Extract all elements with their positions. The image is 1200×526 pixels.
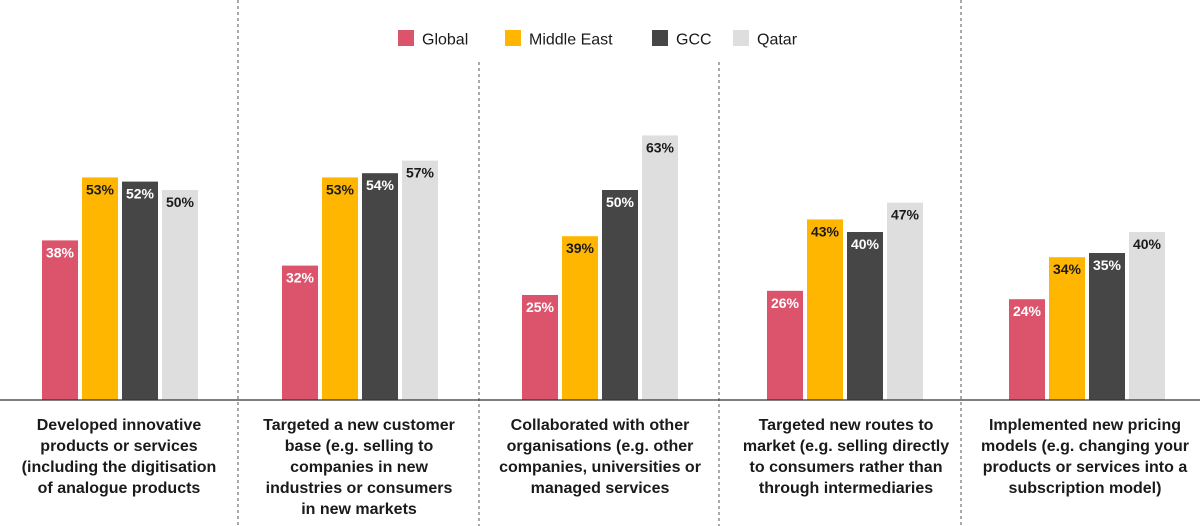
category-label: Implemented new pricing models (e.g. chan… <box>981 417 1189 497</box>
bar-value-label: 40% <box>851 236 880 252</box>
bar <box>402 160 438 400</box>
bar <box>602 190 638 400</box>
category-label-line: of analogue products <box>38 480 201 497</box>
legend: Global Middle East GCC Qatar <box>398 30 798 49</box>
category-label-line: models (e.g. changing your <box>981 438 1189 455</box>
category-label-line: base (e.g. selling to <box>285 438 434 455</box>
bar <box>767 290 803 400</box>
legend-swatch <box>505 30 521 46</box>
bar-value-label: 40% <box>1133 236 1162 252</box>
category-labels: Developed innovative products or services… <box>22 417 1189 518</box>
bar-value-label: 52% <box>126 186 155 202</box>
category-label-line: through intermediaries <box>759 480 933 497</box>
category-label-line: organisations (e.g. other <box>507 438 694 455</box>
bar-value-label: 53% <box>326 181 355 197</box>
category-label-line: market (e.g. selling directly <box>743 438 949 455</box>
bar <box>42 240 78 400</box>
category-label: Developed innovative products or services… <box>22 417 217 497</box>
legend-swatch <box>398 30 414 46</box>
bar <box>122 181 158 400</box>
bar <box>362 173 398 400</box>
group-separators <box>237 0 962 526</box>
bar <box>807 219 843 400</box>
category-label: Collaborated with other organisations (e.… <box>499 417 701 497</box>
bar <box>562 236 598 400</box>
bar-value-label: 50% <box>166 194 195 210</box>
bar <box>282 265 318 400</box>
bar <box>887 202 923 400</box>
bar <box>642 135 678 400</box>
category-label-line: Implemented new pricing <box>989 417 1181 434</box>
bar <box>1089 253 1125 400</box>
bars <box>42 135 1165 400</box>
bar-value-label: 32% <box>286 270 315 286</box>
category-label-line: companies in new <box>290 459 428 476</box>
legend-label: Global <box>422 32 468 49</box>
bar-labels: 38% 53% 52% 50% 32% 53% 54% 57% 25% 39% 50% 63% 26% 4… <box>46 139 1162 319</box>
category-label-line: (including the digitisation <box>22 459 217 476</box>
bar-value-label: 53% <box>86 181 115 197</box>
bar-value-label: 39% <box>566 240 595 256</box>
category-label-line: Targeted a new customer <box>263 417 455 434</box>
category-label-line: Developed innovative <box>37 417 202 434</box>
bar-value-label: 24% <box>1013 303 1042 319</box>
category-label-line: to consumers rather than <box>750 459 943 476</box>
legend-label: Qatar <box>757 32 798 49</box>
bar <box>162 190 198 400</box>
bar <box>1009 299 1045 400</box>
bar <box>522 295 558 400</box>
bar-value-label: 38% <box>46 244 75 260</box>
category-label-line: managed services <box>531 480 670 497</box>
bar-value-label: 26% <box>771 295 800 311</box>
legend-label: GCC <box>676 32 712 49</box>
bar-value-label: 34% <box>1053 261 1082 277</box>
bar-value-label: 35% <box>1093 257 1122 273</box>
bar <box>847 232 883 400</box>
bar-value-label: 54% <box>366 177 395 193</box>
bar <box>322 177 358 400</box>
legend-swatch <box>652 30 668 46</box>
bar-value-label: 50% <box>606 194 635 210</box>
bar-value-label: 47% <box>891 207 920 223</box>
category-label-line: products or services into a <box>983 459 1188 476</box>
category-label: Targeted a new customer base (e.g. sellin… <box>263 417 455 518</box>
bar-value-label: 63% <box>646 139 675 155</box>
bar <box>1049 257 1085 400</box>
bar-value-label: 43% <box>811 223 840 239</box>
bar-value-label: 25% <box>526 299 555 315</box>
category-label-line: subscription model) <box>1009 480 1162 497</box>
category-label-line: industries or consumers <box>266 480 453 497</box>
bar-value-label: 57% <box>406 165 435 181</box>
legend-swatch <box>733 30 749 46</box>
category-label: Targeted new routes to market (e.g. selli… <box>743 417 949 497</box>
category-label-line: companies, universities or <box>499 459 701 476</box>
category-label-line: products or services <box>40 438 198 455</box>
category-label-line: in new markets <box>301 501 417 518</box>
bar <box>1129 232 1165 400</box>
category-label-line: Targeted new routes to <box>759 417 934 434</box>
legend-label: Middle East <box>529 32 613 49</box>
category-label-line: Collaborated with other <box>511 417 690 434</box>
bar <box>82 177 118 400</box>
